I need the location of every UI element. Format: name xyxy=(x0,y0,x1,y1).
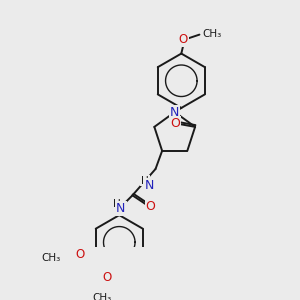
Text: CH₃: CH₃ xyxy=(92,293,112,300)
Text: H: H xyxy=(113,199,121,208)
Text: N: N xyxy=(170,106,179,118)
Text: CH₃: CH₃ xyxy=(41,254,60,263)
Text: O: O xyxy=(102,271,112,284)
Text: H: H xyxy=(141,176,149,185)
Text: O: O xyxy=(146,200,155,213)
Text: N: N xyxy=(144,179,154,192)
Text: N: N xyxy=(116,202,126,215)
Text: O: O xyxy=(178,33,188,46)
Text: CH₃: CH₃ xyxy=(203,29,222,39)
Text: O: O xyxy=(170,117,180,130)
Text: O: O xyxy=(75,248,85,261)
